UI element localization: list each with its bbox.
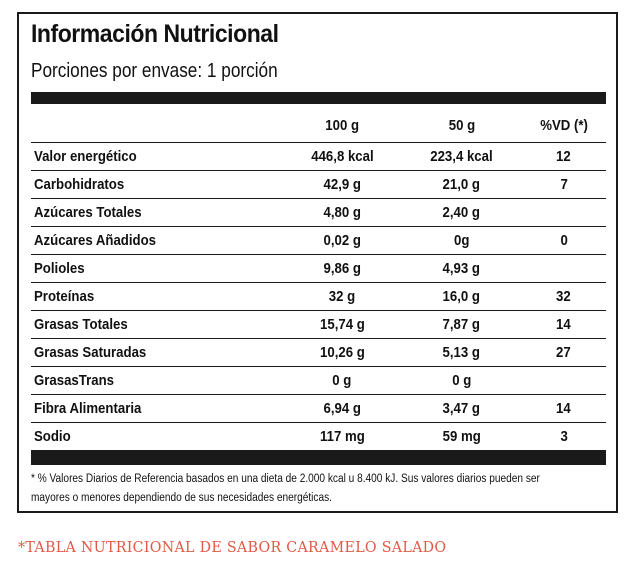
value-100g: 9,86 g (323, 260, 362, 277)
value-50g: 7,87 g (442, 316, 481, 333)
nutrient-name: Proteínas (34, 288, 95, 305)
value-100g: 10,26 g (319, 344, 365, 361)
table-row: GrasasTrans 0 g 0 g (31, 367, 606, 395)
table-row: Fibra Alimentaria 6,94 g 3,47 g 14 (31, 395, 606, 423)
table-row: Grasas Totales 15,74 g 7,87 g 14 (31, 311, 606, 339)
value-50g: 0 g (452, 372, 472, 389)
nutrient-name: Carbohidratos (34, 176, 125, 193)
value-50g: 5,13 g (442, 344, 481, 361)
value-100g: 4,80 g (323, 204, 362, 221)
label-title: Información Nutricional (31, 20, 279, 48)
value-50g: 3,47 g (442, 400, 481, 417)
nutrient-name: Fibra Alimentaria (34, 400, 142, 417)
value-100g: 0 g (332, 372, 352, 389)
nutrient-name: Valor energético (34, 148, 137, 165)
table-row: Azúcares Añadidos 0,02 g 0g 0 (31, 227, 606, 255)
header-nutrient (31, 108, 283, 143)
servings-text: Porciones por envase: 1 porción (31, 60, 278, 82)
value-vd: 14 (556, 316, 572, 333)
flavor-caption: *TABLA NUTRICIONAL DE SABOR CARAMELO SAL… (18, 538, 447, 556)
nutrition-table: 100 g 50 g %VD (*) Valor energético 446,8… (31, 108, 606, 450)
value-50g: 2,40 g (442, 204, 481, 221)
value-100g: 117 mg (319, 428, 365, 445)
value-vd: 0 (560, 232, 568, 249)
value-vd (521, 199, 606, 227)
value-100g: 0,02 g (323, 232, 362, 249)
nutrient-name: Grasas Totales (34, 316, 128, 333)
value-100g: 6,94 g (323, 400, 362, 417)
value-50g: 0g (453, 232, 470, 249)
table-row: Carbohidratos 42,9 g 21,0 g 7 (31, 171, 606, 199)
value-50g: 16,0 g (442, 288, 481, 305)
table-row: Sodio 117 mg 59 mg 3 (31, 423, 606, 451)
value-100g: 32 g (329, 288, 356, 305)
top-divider-bar (31, 92, 606, 104)
value-vd: 14 (556, 400, 572, 417)
value-vd: 3 (560, 428, 568, 445)
footnote: * % Valores Diarios de Referencia basado… (31, 470, 591, 508)
nutrient-name: Sodio (34, 428, 71, 445)
value-100g: 42,9 g (323, 176, 362, 193)
value-100g: 15,74 g (319, 316, 365, 333)
value-100g: 446,8 kcal (311, 148, 374, 165)
bottom-divider-bar (31, 450, 606, 465)
table-header-row: 100 g 50 g %VD (*) (31, 108, 606, 143)
nutrient-name: Grasas Saturadas (34, 344, 147, 361)
nutrient-name: Azúcares Añadidos (34, 232, 157, 249)
footnote-line-2: mayores o menores dependiendo de sus nec… (31, 492, 332, 504)
value-vd: 32 (556, 288, 572, 305)
value-50g: 59 mg (442, 428, 481, 445)
value-vd: 12 (556, 148, 572, 165)
nutrient-name: Azúcares Totales (34, 204, 142, 221)
value-50g: 4,93 g (442, 260, 481, 277)
table-row: Polioles 9,86 g 4,93 g (31, 255, 606, 283)
value-50g: 223,4 kcal (430, 148, 493, 165)
table-row: Proteínas 32 g 16,0 g 32 (31, 283, 606, 311)
header-50g: 50 g (448, 116, 475, 134)
value-vd: 27 (556, 344, 572, 361)
table-row: Grasas Saturadas 10,26 g 5,13 g 27 (31, 339, 606, 367)
header-100g: 100 g (325, 116, 360, 134)
value-vd (521, 367, 606, 395)
value-vd (521, 255, 606, 283)
table-row: Valor energético 446,8 kcal 223,4 kcal 12 (31, 143, 606, 171)
footnote-line-1: * % Valores Diarios de Referencia basado… (31, 473, 540, 485)
nutrient-name: GrasasTrans (34, 372, 114, 389)
nutrient-name: Polioles (34, 260, 85, 277)
value-50g: 21,0 g (442, 176, 481, 193)
table-row: Azúcares Totales 4,80 g 2,40 g (31, 199, 606, 227)
value-vd: 7 (560, 176, 568, 193)
header-vd: %VD (*) (539, 116, 588, 134)
nutrition-label: Información Nutricional Porciones por en… (17, 12, 618, 513)
